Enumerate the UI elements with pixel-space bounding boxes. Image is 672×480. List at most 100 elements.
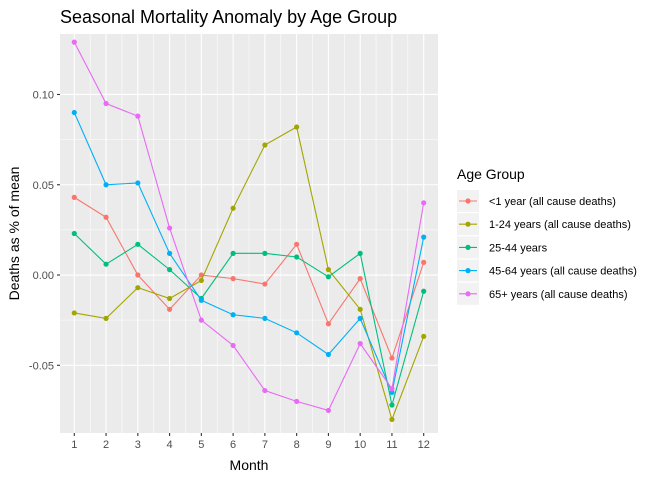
x-axis-title: Month [230, 457, 269, 473]
y-tick-label: 0.05 [33, 180, 54, 192]
legend: Age Group <1 year (all cause deaths) 1-24… [457, 166, 637, 305]
data-point [71, 39, 77, 45]
series-line [73, 41, 425, 412]
data-point [71, 310, 77, 316]
x-tick-label: 1 [71, 439, 77, 451]
legend-key-point [465, 268, 471, 274]
series-1 [71, 194, 427, 361]
data-point [325, 407, 332, 414]
x-tick-label: 12 [418, 439, 430, 451]
x-tick-label: 4 [167, 439, 173, 451]
legend-key-point [465, 221, 471, 227]
data-point [166, 225, 173, 231]
data-point [421, 234, 427, 240]
data-point [357, 341, 363, 347]
data-point [262, 250, 268, 256]
data-point [71, 230, 77, 237]
data-point [421, 200, 427, 206]
legend-title: Age Group [457, 166, 525, 182]
data-point [357, 250, 363, 256]
chart-title: Seasonal Mortality Anomaly by Age Group [60, 7, 397, 27]
y-tick-label: -0.05 [29, 360, 54, 372]
data-point [294, 398, 300, 405]
data-point [103, 261, 109, 267]
data-point [421, 259, 427, 265]
data-point [135, 113, 141, 119]
series-line [74, 196, 425, 360]
data-point [166, 267, 173, 273]
y-tick-label: 0.00 [33, 270, 54, 282]
data-point [294, 254, 300, 260]
data-point [135, 180, 141, 186]
x-tick-label: 6 [230, 439, 236, 451]
x-tick-label: 9 [325, 439, 331, 451]
data-point [262, 315, 268, 321]
data-point [325, 267, 332, 273]
data-point [135, 272, 141, 278]
legend-label: 45-64 years (all cause deaths) [489, 266, 637, 278]
legend-label: 1-24 years (all cause deaths) [489, 219, 631, 231]
series-line [73, 112, 425, 395]
data-point [166, 306, 173, 312]
x-tick-label: 7 [262, 439, 268, 451]
data-point [135, 285, 141, 291]
series-line [74, 126, 425, 422]
x-axis: 1 2 3 4 5 6 7 8 9 10 11 12 [71, 433, 430, 451]
data-point [294, 241, 300, 247]
series-4 [71, 109, 427, 395]
series-line [73, 233, 425, 406]
data-point [389, 386, 395, 392]
data-point [294, 330, 300, 336]
data-point [103, 100, 109, 107]
data-point [262, 387, 268, 394]
legend-key-point [465, 198, 471, 204]
grid-lines [60, 34, 438, 433]
data-point [294, 124, 300, 130]
data-point [198, 297, 204, 303]
data-point [230, 250, 236, 256]
data-point [357, 315, 363, 321]
data-point [357, 306, 363, 312]
x-tick-label: 3 [135, 439, 141, 451]
data-point [198, 317, 204, 323]
data-point [166, 295, 173, 302]
data-point [389, 389, 395, 395]
series-layer [71, 39, 427, 423]
data-point [357, 276, 363, 282]
legend-key-point [465, 291, 471, 297]
data-point [103, 315, 109, 321]
legend-label: 25-44 years [489, 242, 548, 254]
data-point [421, 333, 427, 340]
data-point [103, 214, 109, 220]
data-point [166, 250, 173, 256]
legend-label: <1 year (all cause deaths) [489, 196, 616, 208]
data-point [230, 205, 236, 211]
data-point [389, 402, 395, 408]
series-2 [71, 124, 427, 423]
data-point [389, 355, 395, 361]
data-point [71, 109, 77, 116]
data-point [71, 194, 77, 200]
data-point [325, 274, 332, 280]
data-point [325, 321, 332, 327]
data-point [262, 281, 268, 287]
x-tick-label: 2 [103, 439, 109, 451]
data-point [421, 288, 427, 294]
x-tick-label: 10 [354, 439, 366, 451]
data-point [230, 276, 236, 282]
data-point [230, 342, 236, 349]
data-point [389, 416, 395, 423]
x-tick-label: 5 [198, 439, 204, 451]
legend-key-point [465, 244, 471, 250]
x-tick-label: 11 [386, 439, 397, 451]
y-axis: -0.05 0.00 0.05 0.10 [29, 89, 60, 372]
data-point [198, 277, 204, 284]
x-tick-label: 8 [294, 439, 300, 451]
y-axis-title: Deaths as % of mean [6, 167, 22, 301]
y-tick-label: 0.10 [33, 89, 54, 101]
series-5 [71, 39, 427, 414]
data-point [135, 241, 141, 247]
data-point [103, 182, 109, 188]
data-point [230, 312, 236, 318]
